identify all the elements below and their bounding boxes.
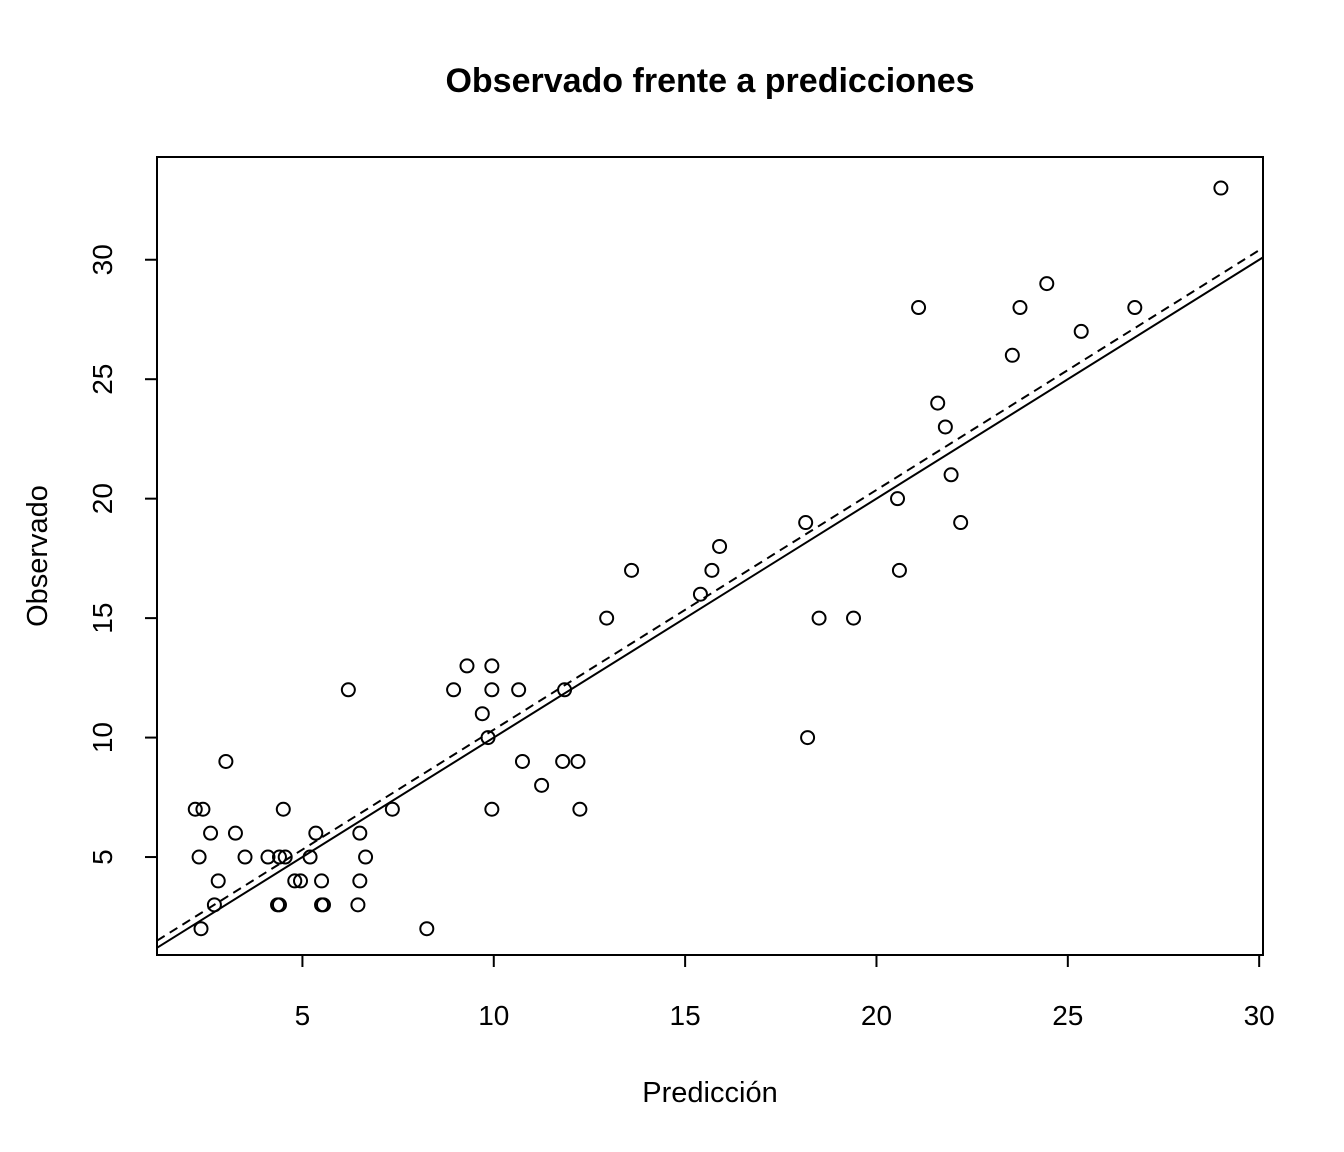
data-point <box>511 682 527 698</box>
data-point <box>1073 323 1089 339</box>
data-points <box>187 180 1229 937</box>
data-point <box>930 395 946 411</box>
data-point <box>302 849 318 865</box>
data-point <box>890 491 906 507</box>
data-point <box>206 897 222 913</box>
x-tick-label: 10 <box>478 1000 509 1031</box>
data-point <box>712 538 728 554</box>
data-point <box>570 753 586 769</box>
data-point <box>271 849 287 865</box>
data-point <box>846 610 862 626</box>
data-point <box>275 801 291 817</box>
data-point <box>227 825 243 841</box>
data-point <box>572 801 588 817</box>
y-tick-label: 20 <box>87 483 118 514</box>
y-tick-label: 10 <box>87 722 118 753</box>
reference-lines <box>156 246 1264 949</box>
y-axis-label: Observado <box>22 485 54 627</box>
data-point <box>340 682 356 698</box>
y-axis: 5 10 15 20 25 30 <box>87 244 158 865</box>
data-point <box>474 706 490 722</box>
data-point <box>555 753 571 769</box>
data-point <box>1039 276 1055 292</box>
data-point <box>314 873 330 889</box>
y-tick-label: 5 <box>87 849 118 865</box>
y-tick-label: 15 <box>87 603 118 634</box>
data-point <box>352 873 368 889</box>
data-point <box>1127 300 1143 316</box>
data-point <box>484 658 500 674</box>
data-point <box>1004 347 1020 363</box>
solid-line <box>156 256 1264 949</box>
x-tick-label: 20 <box>861 1000 892 1031</box>
data-point <box>237 849 253 865</box>
data-point <box>203 825 219 841</box>
data-point <box>287 873 303 889</box>
data-point <box>599 610 615 626</box>
data-point <box>210 873 226 889</box>
data-point <box>1213 180 1229 196</box>
x-tick-label: 15 <box>670 1000 701 1031</box>
data-point <box>891 562 907 578</box>
data-point <box>811 610 827 626</box>
data-point <box>271 897 287 913</box>
data-point <box>624 562 640 578</box>
x-tick-label: 30 <box>1244 1000 1275 1031</box>
data-point <box>911 300 927 316</box>
data-point <box>384 801 400 817</box>
data-point <box>195 801 211 817</box>
data-point <box>484 801 500 817</box>
data-point <box>293 873 309 889</box>
data-point <box>480 730 496 746</box>
x-tick-label: 5 <box>295 1000 311 1031</box>
data-point <box>193 921 209 937</box>
x-tick-label: 25 <box>1052 1000 1083 1031</box>
data-point <box>704 562 720 578</box>
y-tick-label: 30 <box>87 244 118 275</box>
data-point <box>218 753 234 769</box>
data-point <box>798 515 814 531</box>
data-point <box>937 419 953 435</box>
data-point <box>315 897 331 913</box>
data-point <box>534 777 550 793</box>
data-point <box>557 682 573 698</box>
data-point <box>187 801 203 817</box>
data-point <box>943 467 959 483</box>
data-point <box>191 849 207 865</box>
y-tick-label: 25 <box>87 364 118 395</box>
x-axis: 5 10 15 20 25 30 <box>295 954 1275 1031</box>
data-point <box>692 586 708 602</box>
data-point <box>419 921 435 937</box>
data-point <box>514 753 530 769</box>
x-axis-label: Predicción <box>642 1077 777 1109</box>
dashed-line <box>156 246 1264 942</box>
data-point <box>484 682 500 698</box>
data-point <box>446 682 462 698</box>
data-point <box>260 849 276 865</box>
data-point <box>352 825 368 841</box>
data-point <box>308 825 324 841</box>
data-point <box>1012 300 1028 316</box>
data-point <box>358 849 374 865</box>
chart-title: Observado frente a predicciones <box>445 62 974 100</box>
data-point <box>459 658 475 674</box>
data-point <box>800 730 816 746</box>
data-point <box>350 897 366 913</box>
data-point <box>953 515 969 531</box>
data-point <box>277 849 293 865</box>
